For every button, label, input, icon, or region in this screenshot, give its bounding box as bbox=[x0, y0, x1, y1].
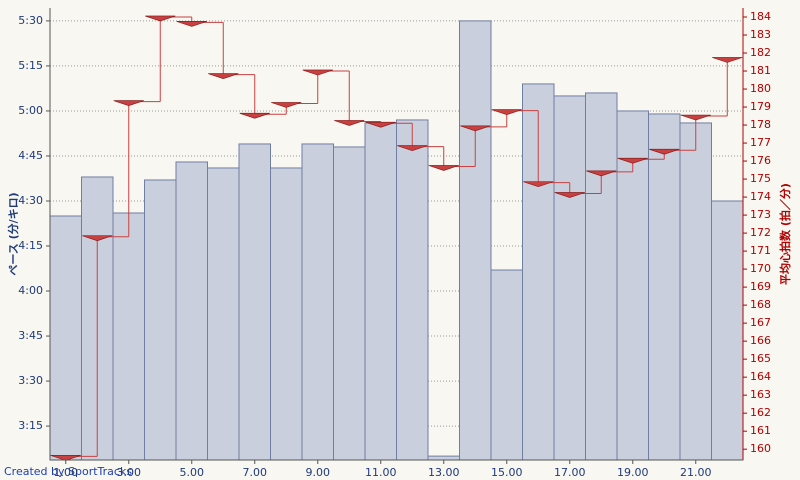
hr-marker bbox=[428, 165, 459, 171]
bar bbox=[144, 179, 177, 461]
y2-tick-label: 167 bbox=[750, 316, 771, 329]
y2-tick-label: 171 bbox=[750, 244, 771, 257]
y-tick-label: 4:45 bbox=[18, 149, 43, 162]
x-tick-label: 19.00 bbox=[617, 466, 649, 479]
bar bbox=[207, 167, 240, 461]
x-tick-label: 1.00 bbox=[54, 466, 79, 479]
hr-marker bbox=[271, 102, 302, 108]
bar bbox=[175, 161, 208, 461]
hr-marker bbox=[50, 455, 81, 461]
hr-marker bbox=[523, 181, 554, 188]
hr-marker bbox=[113, 100, 144, 107]
x-tick-label: 21.00 bbox=[680, 466, 712, 479]
bar bbox=[679, 122, 712, 461]
y2-tick-label: 172 bbox=[750, 226, 771, 239]
y-tick-label: 5:00 bbox=[18, 104, 43, 117]
bar bbox=[459, 20, 492, 461]
bar bbox=[49, 215, 82, 461]
x-tick-label: 17.00 bbox=[554, 466, 586, 479]
y2-tick-label: 175 bbox=[750, 172, 771, 185]
y2-tick-label: 180 bbox=[750, 82, 771, 95]
hr-marker bbox=[586, 170, 617, 177]
x-tick-label: 13.00 bbox=[428, 466, 460, 479]
bar bbox=[364, 122, 397, 461]
bar bbox=[396, 119, 429, 461]
bar bbox=[112, 212, 145, 461]
y-tick-label: 5:15 bbox=[18, 59, 43, 72]
hr-marker bbox=[82, 235, 113, 242]
hr-marker bbox=[176, 21, 207, 27]
bar bbox=[238, 143, 271, 461]
y-tick-label: 5:30 bbox=[18, 14, 43, 27]
x-tick-label: 3.00 bbox=[117, 466, 142, 479]
y-tick-label: 3:45 bbox=[18, 329, 43, 342]
hr-marker bbox=[649, 148, 680, 155]
x-tick-label: 11.00 bbox=[365, 466, 397, 479]
bar bbox=[553, 95, 586, 461]
bar bbox=[490, 269, 523, 461]
y-tick-label: 3:30 bbox=[18, 374, 43, 387]
y2-tick-label: 183 bbox=[750, 28, 771, 41]
bar bbox=[616, 110, 649, 461]
y2-tick-label: 162 bbox=[750, 406, 771, 419]
bar bbox=[648, 113, 681, 461]
y2-tick-label: 168 bbox=[750, 298, 771, 311]
y-tick-label: 3:15 bbox=[18, 419, 43, 432]
y-tick-label: 4:00 bbox=[18, 284, 43, 297]
y-tick-label: 4:15 bbox=[18, 239, 43, 252]
y2-tick-label: 176 bbox=[750, 154, 771, 167]
bar bbox=[333, 146, 366, 461]
bar bbox=[270, 167, 303, 461]
hr-marker bbox=[365, 121, 396, 128]
hr-marker bbox=[302, 69, 333, 76]
y2-tick-label: 164 bbox=[750, 370, 771, 383]
bar bbox=[427, 455, 460, 461]
y-tick-label: 4:30 bbox=[18, 194, 43, 207]
y2-tick-label: 181 bbox=[750, 64, 771, 77]
y2-tick-label: 177 bbox=[750, 136, 771, 149]
hr-marker bbox=[145, 15, 176, 22]
y2-tick-label: 160 bbox=[750, 442, 771, 455]
x-tick-label: 7.00 bbox=[243, 466, 268, 479]
y2-tick-label: 161 bbox=[750, 424, 771, 437]
x-tick-label: 9.00 bbox=[306, 466, 331, 479]
bar bbox=[585, 92, 618, 461]
hr-marker bbox=[334, 120, 365, 126]
y2-tick-label: 169 bbox=[750, 280, 771, 293]
bar bbox=[711, 200, 744, 461]
x-tick-label: 5.00 bbox=[180, 466, 205, 479]
y2-tick-label: 179 bbox=[750, 100, 771, 113]
y2-tick-label: 170 bbox=[750, 262, 771, 275]
hr-marker bbox=[554, 192, 585, 198]
y2-tick-label: 165 bbox=[750, 352, 771, 365]
y2-tick-label: 173 bbox=[750, 208, 771, 221]
y2-tick-label: 182 bbox=[750, 46, 771, 59]
hr-marker bbox=[239, 112, 270, 119]
y-axis-label: ペース (分/キロ) bbox=[6, 192, 20, 275]
hr-marker bbox=[208, 73, 239, 79]
y2-tick-label: 184 bbox=[750, 10, 771, 23]
hr-marker bbox=[397, 145, 428, 152]
credit: Created by SportTracks bbox=[4, 465, 132, 478]
hr-marker bbox=[491, 109, 522, 116]
hr-marker bbox=[617, 157, 648, 164]
y2-tick-label: 166 bbox=[750, 334, 771, 347]
y2-tick-label: 174 bbox=[750, 190, 771, 203]
y2-tick-label: 178 bbox=[750, 118, 771, 131]
y2-tick-label: 163 bbox=[750, 388, 771, 401]
x-tick-label: 15.00 bbox=[491, 466, 523, 479]
y2-axis-label: 平均心拍数 (拍／分) bbox=[778, 183, 792, 285]
hr-marker bbox=[460, 125, 491, 132]
bar bbox=[301, 143, 334, 461]
hr-marker bbox=[712, 57, 743, 63]
hr-marker bbox=[680, 114, 711, 121]
